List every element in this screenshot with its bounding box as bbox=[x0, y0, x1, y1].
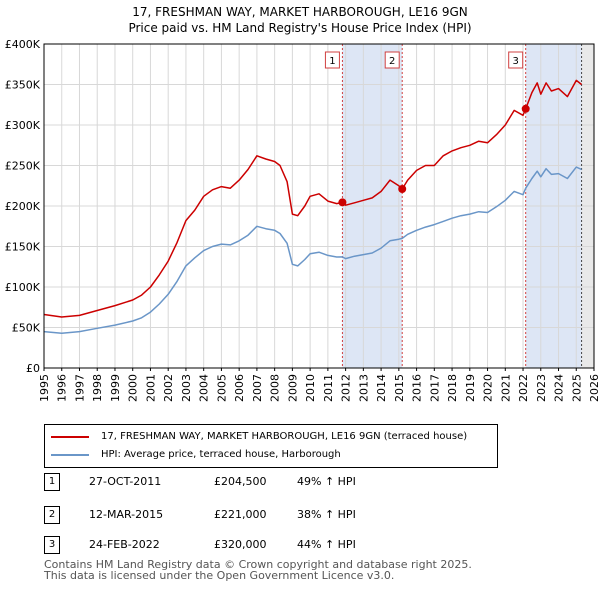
x-tick-label: 2009 bbox=[286, 374, 299, 402]
x-tick-label: 2018 bbox=[446, 374, 459, 402]
x-tick-label: 2008 bbox=[269, 374, 282, 402]
sale-label-box: 3 bbox=[508, 51, 524, 69]
y-tick-label: £0 bbox=[26, 362, 40, 375]
x-tick-label: 2012 bbox=[340, 374, 353, 402]
y-tick-label: £100K bbox=[5, 281, 41, 294]
transaction-number: 2 bbox=[44, 506, 60, 524]
sale-label: 3 bbox=[513, 56, 519, 67]
transactions-table: 1 27-OCT-2011 £204,500 49% ↑ HPI 2 12-MA… bbox=[0, 0, 600, 554]
sale-label: 2 bbox=[389, 56, 395, 67]
footer-licence: This data is licensed under the Open Gov… bbox=[44, 569, 395, 582]
transaction-hpi: 44% ↑ HPI bbox=[297, 538, 356, 551]
x-tick-label: 2015 bbox=[393, 374, 406, 402]
chart-title-line1: 17, FRESHMAN WAY, MARKET HARBOROUGH, LE1… bbox=[132, 5, 468, 19]
x-tick-label: 1999 bbox=[109, 374, 122, 402]
table-row: 1 27-OCT-2011 £204,500 49% ↑ HPI bbox=[0, 472, 600, 492]
x-tick-label: 2023 bbox=[535, 374, 548, 402]
x-tick-label: 2016 bbox=[411, 374, 424, 402]
x-tick-label: 2001 bbox=[144, 374, 157, 402]
legend-label-property: 17, FRESHMAN WAY, MARKET HARBOROUGH, LE1… bbox=[101, 431, 468, 442]
x-tick-label: 2011 bbox=[322, 374, 335, 402]
transaction-number: 3 bbox=[44, 536, 60, 554]
x-tick-label: 2000 bbox=[127, 374, 140, 402]
transaction-date: 27-OCT-2011 bbox=[89, 475, 162, 488]
y-tick-label: £200K bbox=[5, 200, 41, 213]
x-tick-label: 2022 bbox=[517, 374, 530, 402]
plot-frame bbox=[43, 43, 595, 369]
transaction-hpi: 49% ↑ HPI bbox=[297, 475, 356, 488]
sale-point bbox=[521, 104, 530, 113]
chart-legend: 17, FRESHMAN WAY, MARKET HARBOROUGH, LE1… bbox=[44, 424, 498, 468]
x-tick-label: 2006 bbox=[233, 374, 246, 402]
sale-label-box: 2 bbox=[384, 51, 400, 69]
y-tick-label: £400K bbox=[5, 38, 41, 51]
x-tick-label: 2025 bbox=[570, 374, 583, 402]
x-tick-label: 2020 bbox=[482, 374, 495, 402]
x-tick-label: 2013 bbox=[357, 374, 370, 402]
series-line-hpi bbox=[43, 166, 582, 334]
x-tick-label: 1998 bbox=[91, 374, 104, 402]
transaction-date: 12-MAR-2015 bbox=[89, 508, 164, 521]
sale-label-frame bbox=[384, 51, 400, 69]
price-chart: 1 2 3 £0 £50K £100K £150K £200K £250K £300K £350K… bbox=[5, 38, 600, 402]
y-tick-label: £50K bbox=[12, 322, 41, 335]
x-tick-label: 2017 bbox=[428, 374, 441, 402]
x-tick-label: 2007 bbox=[251, 374, 264, 402]
sale-point bbox=[398, 184, 407, 193]
transaction-hpi: 38% ↑ HPI bbox=[297, 508, 356, 521]
y-tick-label: £250K bbox=[5, 160, 41, 173]
legend-swatch-property bbox=[51, 436, 89, 438]
x-tick-label: 2004 bbox=[198, 374, 211, 402]
x-tick-label: 2003 bbox=[180, 374, 193, 402]
x-tick-label: 2005 bbox=[215, 374, 228, 402]
sale-point bbox=[338, 198, 347, 207]
footer-copyright: Contains HM Land Registry data © Crown c… bbox=[44, 558, 472, 571]
x-tick-label: 2026 bbox=[588, 374, 600, 402]
transaction-date: 24-FEB-2022 bbox=[89, 538, 160, 551]
y-tick-label: £300K bbox=[5, 119, 41, 132]
sale-label-frame bbox=[508, 51, 524, 69]
x-tick-label: 2014 bbox=[375, 374, 388, 402]
y-tick-label: £150K bbox=[5, 241, 41, 254]
x-tick-label: 2010 bbox=[304, 374, 317, 402]
x-tick-label: 1995 bbox=[38, 374, 51, 402]
footer: Contains HM Land Registry data © Crown c… bbox=[44, 559, 472, 581]
x-tick-label: 2024 bbox=[553, 374, 566, 402]
table-row: 3 24-FEB-2022 £320,000 44% ↑ HPI bbox=[0, 535, 600, 555]
chart-title-line2: Price paid vs. HM Land Registry's House … bbox=[128, 21, 472, 35]
sale-label-frame bbox=[324, 51, 340, 69]
sale-label-box: 1 bbox=[324, 51, 340, 69]
transaction-price: £320,000 bbox=[214, 538, 267, 551]
transaction-price: £221,000 bbox=[214, 508, 267, 521]
table-row: 2 12-MAR-2015 £221,000 38% ↑ HPI bbox=[0, 505, 600, 525]
legend-swatch-hpi bbox=[51, 454, 89, 456]
transaction-number: 1 bbox=[44, 473, 60, 491]
y-tick-label: £350K bbox=[5, 79, 41, 92]
x-tick-label: 1996 bbox=[56, 374, 69, 402]
sale-label: 1 bbox=[329, 56, 335, 67]
x-tick-label: 2002 bbox=[162, 374, 175, 402]
x-tick-label: 2019 bbox=[464, 374, 477, 402]
transaction-price: £204,500 bbox=[214, 475, 267, 488]
x-tick-label: 2021 bbox=[499, 374, 512, 402]
legend-label-hpi: HPI: Average price, terraced house, Harb… bbox=[101, 449, 341, 460]
x-tick-label: 1997 bbox=[73, 374, 86, 402]
